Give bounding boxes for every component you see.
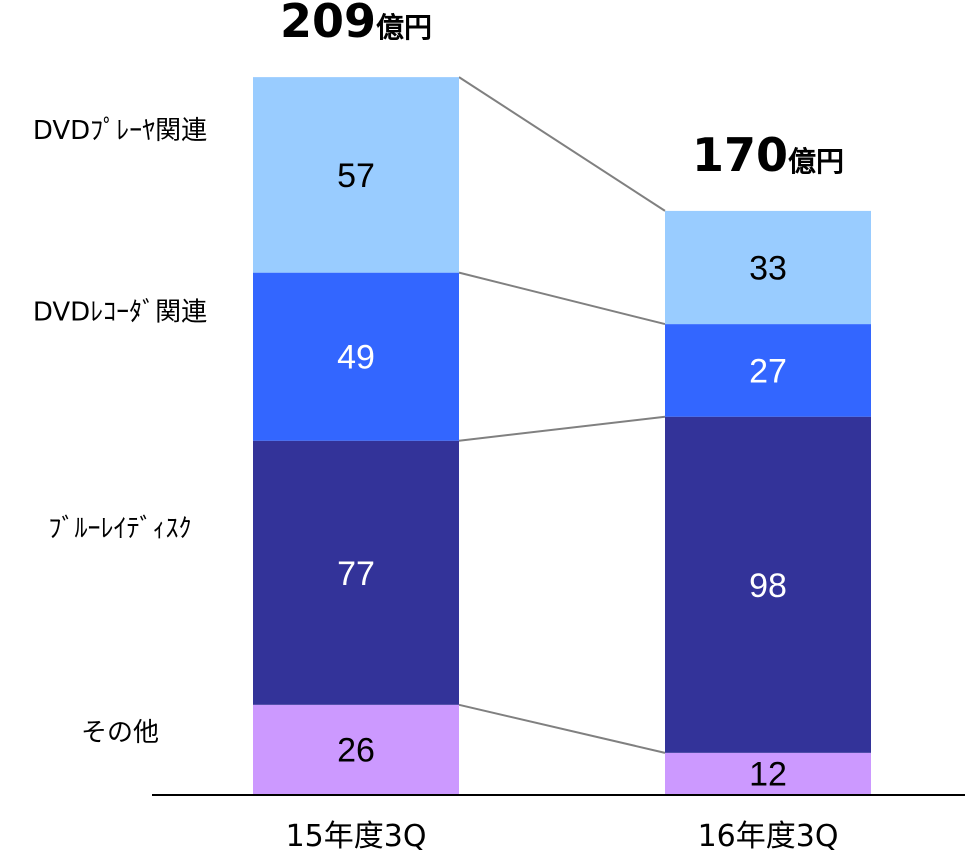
bar-segment [253,704,459,794]
bar-stack: 12 98 27 33 [665,210,871,794]
total-unit: 億円 [788,145,844,178]
total-value: 170 [692,128,788,182]
bar-stack: 26 77 49 57 [253,77,459,794]
x-tick-label: 16年度3Q [698,819,839,854]
data-label: 33 [749,249,787,287]
connector-line [458,415,666,442]
data-label: 98 [749,567,787,605]
data-label: 26 [337,731,375,769]
bar-segment [253,77,459,273]
data-label: 27 [749,352,787,390]
total-label: 170億円 [692,128,844,182]
total-unit: 億円 [376,11,432,44]
connector-line [458,76,666,212]
connector-line [458,703,666,754]
data-label: 77 [337,555,375,593]
legend-label: ﾌﾞﾙｰﾚｲﾃﾞｨｽｸ [48,514,191,544]
bar-segment [665,416,871,753]
bar-segment [665,324,871,417]
legend-label: DVDﾌﾟﾚｰﾔ関連 [33,116,207,146]
connector-lines [458,76,666,754]
legend-label: DVDﾚｺｰﾀﾞ関連 [33,298,207,328]
bar-segment [665,752,871,794]
total-value: 209 [280,0,376,48]
legend-label: その他 [81,718,159,748]
bar-segment [253,272,459,441]
x-tick-label: 15年度3Q [286,819,427,854]
data-label: 12 [749,755,787,793]
data-label: 49 [337,339,375,377]
total-label: 209億円 [280,0,432,48]
data-label: 57 [337,157,375,195]
connector-line [458,271,666,326]
bar-segment [665,210,871,325]
bar-segment [253,440,459,705]
